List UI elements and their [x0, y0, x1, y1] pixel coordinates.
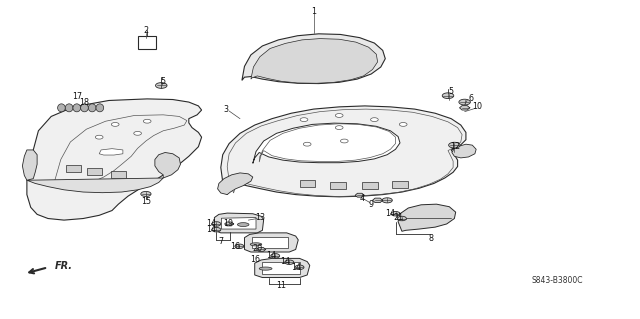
Text: 5: 5: [448, 87, 453, 96]
Polygon shape: [87, 168, 102, 175]
Circle shape: [134, 131, 141, 135]
Polygon shape: [252, 237, 288, 248]
Polygon shape: [111, 171, 126, 178]
Text: 7: 7: [218, 237, 223, 246]
Text: 6: 6: [468, 94, 474, 103]
Text: 9: 9: [369, 200, 374, 209]
Circle shape: [371, 118, 378, 122]
Circle shape: [335, 126, 343, 130]
Text: 17: 17: [72, 92, 82, 101]
Text: 18: 18: [79, 98, 90, 107]
Polygon shape: [253, 123, 400, 163]
Circle shape: [449, 142, 460, 148]
Ellipse shape: [96, 104, 104, 112]
Polygon shape: [244, 233, 298, 252]
Circle shape: [285, 260, 294, 264]
Text: 5: 5: [160, 77, 165, 86]
Polygon shape: [221, 218, 256, 229]
Polygon shape: [398, 204, 456, 231]
Polygon shape: [155, 152, 180, 178]
Text: 11: 11: [276, 281, 287, 290]
Polygon shape: [362, 182, 378, 189]
Polygon shape: [392, 181, 408, 188]
Circle shape: [143, 119, 151, 123]
Polygon shape: [27, 178, 163, 193]
Polygon shape: [99, 149, 123, 155]
Circle shape: [141, 191, 151, 197]
Polygon shape: [300, 180, 315, 187]
Text: 10: 10: [472, 102, 483, 111]
Text: 8: 8: [429, 234, 434, 243]
Text: 14: 14: [291, 263, 301, 272]
Text: 21: 21: [393, 213, 403, 222]
Text: 14: 14: [206, 225, 216, 234]
Text: 12: 12: [451, 142, 461, 151]
Circle shape: [340, 139, 348, 143]
FancyBboxPatch shape: [138, 36, 156, 49]
Circle shape: [391, 211, 400, 216]
Circle shape: [300, 118, 308, 122]
Polygon shape: [221, 106, 466, 197]
Circle shape: [95, 135, 103, 139]
Circle shape: [235, 244, 244, 249]
Polygon shape: [330, 182, 346, 189]
Ellipse shape: [88, 104, 96, 112]
Ellipse shape: [65, 104, 73, 112]
Text: 14: 14: [385, 209, 396, 218]
Polygon shape: [262, 262, 300, 274]
Text: 16: 16: [230, 242, 241, 251]
Text: 14: 14: [206, 219, 216, 228]
Circle shape: [459, 99, 470, 105]
Circle shape: [303, 142, 311, 146]
Text: 2: 2: [143, 26, 148, 35]
Text: 16: 16: [250, 255, 260, 263]
Text: 14: 14: [266, 251, 276, 260]
Circle shape: [399, 122, 407, 126]
Circle shape: [271, 254, 280, 258]
Text: 14: 14: [280, 257, 291, 266]
Polygon shape: [242, 34, 385, 84]
Text: FR.: FR.: [54, 261, 72, 271]
Text: 15: 15: [141, 197, 151, 206]
Circle shape: [212, 227, 221, 232]
Polygon shape: [22, 150, 37, 180]
Text: 19: 19: [223, 219, 233, 228]
Text: S843-B3800C: S843-B3800C: [531, 276, 582, 285]
Circle shape: [212, 222, 221, 226]
Polygon shape: [218, 173, 253, 195]
Text: 20: 20: [252, 244, 262, 253]
Ellipse shape: [81, 104, 88, 112]
Ellipse shape: [73, 104, 81, 112]
Ellipse shape: [250, 243, 262, 246]
Circle shape: [111, 122, 119, 126]
Text: 13: 13: [255, 213, 265, 222]
Circle shape: [295, 265, 304, 270]
Circle shape: [382, 198, 392, 203]
Polygon shape: [372, 198, 383, 203]
Polygon shape: [255, 258, 310, 278]
Polygon shape: [460, 106, 470, 110]
Ellipse shape: [58, 104, 65, 112]
Text: 4: 4: [360, 194, 365, 203]
Polygon shape: [257, 248, 266, 251]
Circle shape: [442, 93, 454, 99]
Polygon shape: [66, 165, 81, 172]
Polygon shape: [355, 193, 364, 197]
Circle shape: [335, 114, 343, 117]
Circle shape: [156, 83, 167, 88]
Circle shape: [397, 216, 406, 221]
Polygon shape: [214, 213, 264, 233]
Text: 1: 1: [311, 7, 316, 16]
Ellipse shape: [237, 223, 249, 226]
Polygon shape: [27, 99, 202, 220]
Text: 3: 3: [223, 105, 228, 114]
Polygon shape: [251, 39, 378, 83]
Polygon shape: [225, 222, 234, 226]
Polygon shape: [452, 144, 476, 158]
Ellipse shape: [259, 267, 272, 270]
